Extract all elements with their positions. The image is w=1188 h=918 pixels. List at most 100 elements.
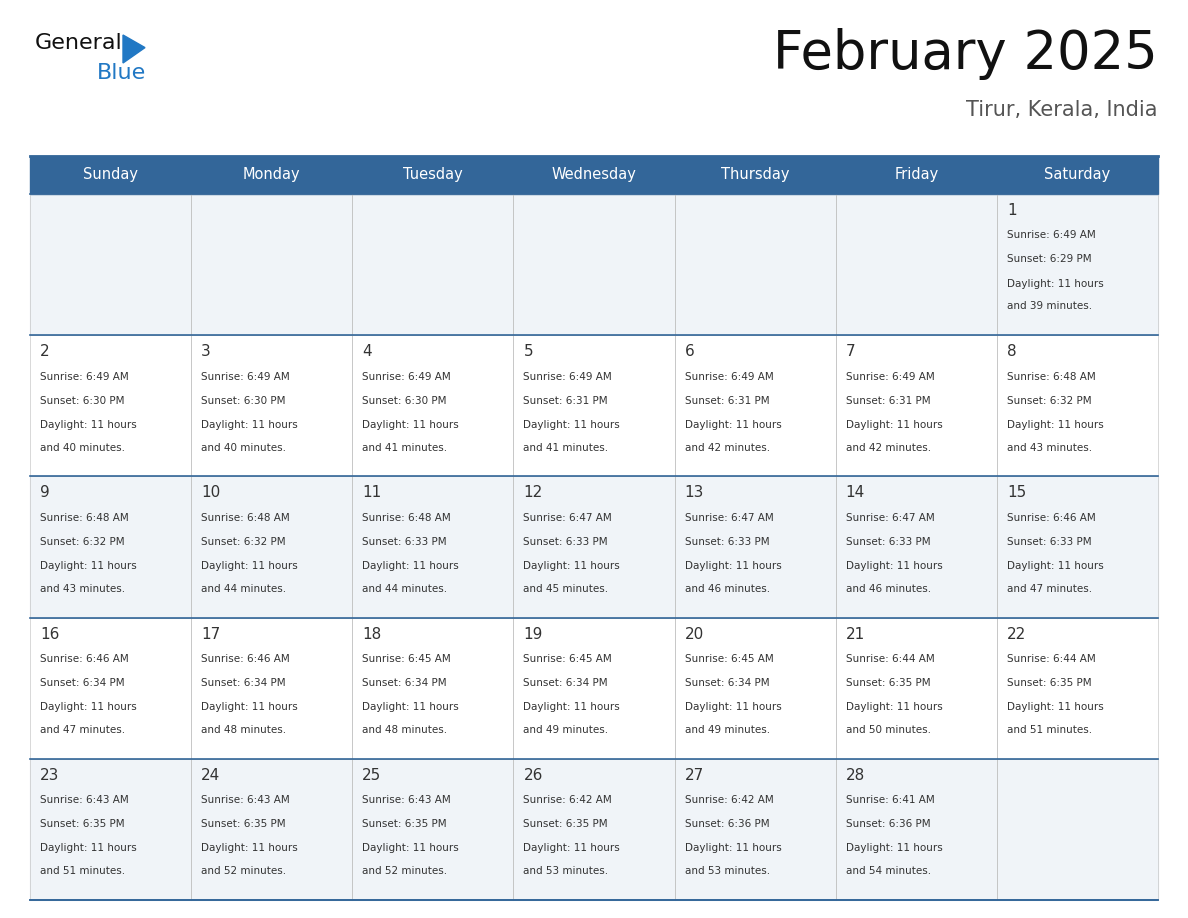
Bar (835, 618, 997, 759)
Text: Sunrise: 6:44 AM: Sunrise: 6:44 AM (1007, 654, 1095, 664)
Bar (835, 759, 997, 900)
Bar (835, 476, 997, 618)
Text: Sunset: 6:34 PM: Sunset: 6:34 PM (40, 678, 125, 688)
Text: and 49 minutes.: and 49 minutes. (524, 725, 608, 735)
Text: Sunset: 6:35 PM: Sunset: 6:35 PM (40, 819, 125, 829)
Bar (997, 759, 1158, 900)
Text: Sunset: 6:34 PM: Sunset: 6:34 PM (524, 678, 608, 688)
Text: Daylight: 11 hours: Daylight: 11 hours (201, 420, 298, 430)
Text: Sunset: 6:36 PM: Sunset: 6:36 PM (846, 819, 930, 829)
Text: 15: 15 (1007, 486, 1026, 500)
Text: Sunrise: 6:43 AM: Sunrise: 6:43 AM (362, 795, 451, 805)
Text: 10: 10 (201, 486, 221, 500)
Text: Sunrise: 6:47 AM: Sunrise: 6:47 AM (524, 513, 612, 522)
Bar (191, 194, 353, 335)
Text: and 49 minutes.: and 49 minutes. (684, 725, 770, 735)
Text: Daylight: 11 hours: Daylight: 11 hours (201, 844, 298, 854)
Bar (30, 194, 191, 335)
Bar (191, 618, 353, 759)
Text: Sunset: 6:34 PM: Sunset: 6:34 PM (201, 678, 286, 688)
Text: Sunrise: 6:45 AM: Sunrise: 6:45 AM (684, 654, 773, 664)
Bar (353, 618, 513, 759)
Text: and 46 minutes.: and 46 minutes. (684, 584, 770, 594)
Text: Sunrise: 6:41 AM: Sunrise: 6:41 AM (846, 795, 935, 805)
Bar (997, 335, 1158, 476)
Text: and 42 minutes.: and 42 minutes. (846, 442, 931, 453)
Bar (30, 194, 191, 335)
Text: Daylight: 11 hours: Daylight: 11 hours (362, 702, 459, 712)
Text: and 51 minutes.: and 51 minutes. (1007, 725, 1092, 735)
Text: 24: 24 (201, 767, 221, 783)
Text: Sunset: 6:35 PM: Sunset: 6:35 PM (1007, 678, 1092, 688)
Text: and 41 minutes.: and 41 minutes. (362, 442, 448, 453)
Bar (191, 335, 353, 476)
Bar (675, 759, 835, 900)
Bar (191, 476, 353, 618)
Text: 9: 9 (40, 486, 50, 500)
Text: and 47 minutes.: and 47 minutes. (1007, 584, 1092, 594)
Text: Daylight: 11 hours: Daylight: 11 hours (524, 561, 620, 571)
Text: Sunrise: 6:49 AM: Sunrise: 6:49 AM (201, 372, 290, 382)
Bar (513, 759, 675, 900)
Text: 13: 13 (684, 486, 704, 500)
Bar (353, 476, 513, 618)
Text: Sunrise: 6:48 AM: Sunrise: 6:48 AM (201, 513, 290, 522)
Text: 14: 14 (846, 486, 865, 500)
Text: and 52 minutes.: and 52 minutes. (362, 867, 448, 877)
Bar (675, 194, 835, 335)
Text: Sunrise: 6:42 AM: Sunrise: 6:42 AM (684, 795, 773, 805)
Text: 17: 17 (201, 627, 221, 642)
Bar (30, 476, 191, 618)
Bar (353, 476, 513, 618)
Bar (191, 618, 353, 759)
Text: Sunset: 6:31 PM: Sunset: 6:31 PM (846, 396, 930, 406)
Text: Sunset: 6:34 PM: Sunset: 6:34 PM (362, 678, 447, 688)
Text: Monday: Monday (242, 167, 301, 183)
Bar (997, 194, 1158, 335)
Text: Wednesday: Wednesday (551, 167, 637, 183)
Text: 2: 2 (40, 344, 50, 359)
Text: Sunrise: 6:43 AM: Sunrise: 6:43 AM (40, 795, 128, 805)
Text: Sunrise: 6:48 AM: Sunrise: 6:48 AM (40, 513, 128, 522)
Text: 28: 28 (846, 767, 865, 783)
Bar (30, 759, 191, 900)
Bar (997, 335, 1158, 476)
Text: Sunset: 6:34 PM: Sunset: 6:34 PM (684, 678, 769, 688)
Text: Daylight: 11 hours: Daylight: 11 hours (362, 420, 459, 430)
Text: Sunset: 6:35 PM: Sunset: 6:35 PM (846, 678, 930, 688)
Text: Daylight: 11 hours: Daylight: 11 hours (524, 702, 620, 712)
Text: and 43 minutes.: and 43 minutes. (1007, 442, 1092, 453)
Text: Sunset: 6:30 PM: Sunset: 6:30 PM (40, 396, 125, 406)
Text: Sunrise: 6:46 AM: Sunrise: 6:46 AM (40, 654, 128, 664)
Bar (835, 618, 997, 759)
Text: and 46 minutes.: and 46 minutes. (846, 584, 931, 594)
Text: Tirur, Kerala, India: Tirur, Kerala, India (967, 100, 1158, 120)
Text: 20: 20 (684, 627, 703, 642)
Bar (513, 476, 675, 618)
Bar (353, 194, 513, 335)
Text: Daylight: 11 hours: Daylight: 11 hours (684, 561, 782, 571)
Text: Daylight: 11 hours: Daylight: 11 hours (1007, 561, 1104, 571)
Bar (835, 476, 997, 618)
Text: Sunset: 6:32 PM: Sunset: 6:32 PM (1007, 396, 1092, 406)
Bar (835, 759, 997, 900)
Text: Sunrise: 6:49 AM: Sunrise: 6:49 AM (362, 372, 451, 382)
Text: Sunrise: 6:47 AM: Sunrise: 6:47 AM (684, 513, 773, 522)
Text: Daylight: 11 hours: Daylight: 11 hours (40, 561, 137, 571)
Bar (997, 618, 1158, 759)
Text: 26: 26 (524, 767, 543, 783)
Text: Sunset: 6:29 PM: Sunset: 6:29 PM (1007, 254, 1092, 264)
Text: and 47 minutes.: and 47 minutes. (40, 725, 125, 735)
Text: Daylight: 11 hours: Daylight: 11 hours (40, 844, 137, 854)
Bar (997, 476, 1158, 618)
Text: 1: 1 (1007, 203, 1017, 218)
Text: Sunrise: 6:45 AM: Sunrise: 6:45 AM (524, 654, 612, 664)
Text: Sunset: 6:30 PM: Sunset: 6:30 PM (201, 396, 285, 406)
Bar (513, 335, 675, 476)
Text: and 44 minutes.: and 44 minutes. (362, 584, 448, 594)
Text: Sunrise: 6:49 AM: Sunrise: 6:49 AM (684, 372, 773, 382)
Text: Sunrise: 6:42 AM: Sunrise: 6:42 AM (524, 795, 612, 805)
Text: 23: 23 (40, 767, 59, 783)
Text: Sunrise: 6:47 AM: Sunrise: 6:47 AM (846, 513, 935, 522)
Text: and 40 minutes.: and 40 minutes. (201, 442, 286, 453)
